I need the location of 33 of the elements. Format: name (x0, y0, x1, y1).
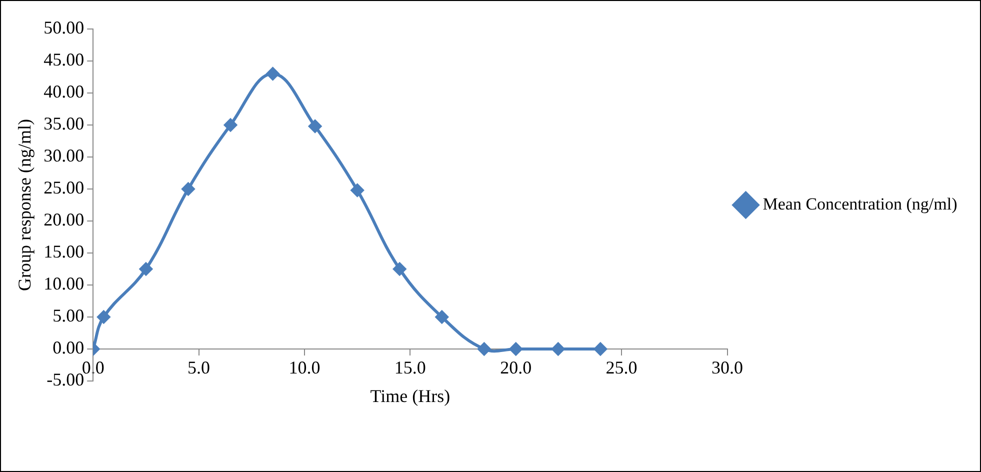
point (182, 182, 195, 196)
point (552, 342, 565, 356)
x-axis-title: Time (Hrs) (370, 386, 450, 406)
legend-label: Mean Concentration (ng/ml) (762, 194, 958, 214)
point (594, 342, 607, 356)
x-tick-label: 20.0 (500, 358, 532, 378)
y-tick-label: 20.00 (44, 210, 84, 230)
y-tick-label: 30.00 (44, 146, 84, 166)
y-tick-label: 5.00 (52, 306, 84, 326)
x-tick-label: 5.0 (188, 358, 210, 378)
point (224, 118, 237, 132)
y-axis-title: Group response (ng/ml) (14, 119, 35, 291)
y-tick-label: 10.00 (44, 274, 84, 294)
x-tick-label: 15.0 (394, 358, 426, 378)
point (350, 184, 364, 197)
y-tick-label: 45.00 (44, 50, 84, 70)
x-tick-label: 30.0 (712, 358, 743, 378)
point (97, 310, 110, 324)
x-tick-label: 25.0 (606, 358, 638, 378)
point (509, 342, 522, 356)
point (478, 342, 491, 356)
y-tick-label: 50.00 (44, 18, 84, 38)
y-tick-label: 0.00 (52, 338, 84, 358)
point (308, 120, 322, 133)
x-tick-label: 10.0 (288, 358, 320, 378)
y-tick-label: 25.00 (44, 178, 84, 198)
point (393, 262, 406, 276)
point (435, 310, 448, 324)
point (139, 262, 152, 276)
point (266, 67, 280, 80)
y-tick-label: 40.00 (44, 82, 84, 102)
y-tick-label: 35.00 (44, 114, 84, 134)
y-tick-label: 15.00 (44, 242, 84, 262)
